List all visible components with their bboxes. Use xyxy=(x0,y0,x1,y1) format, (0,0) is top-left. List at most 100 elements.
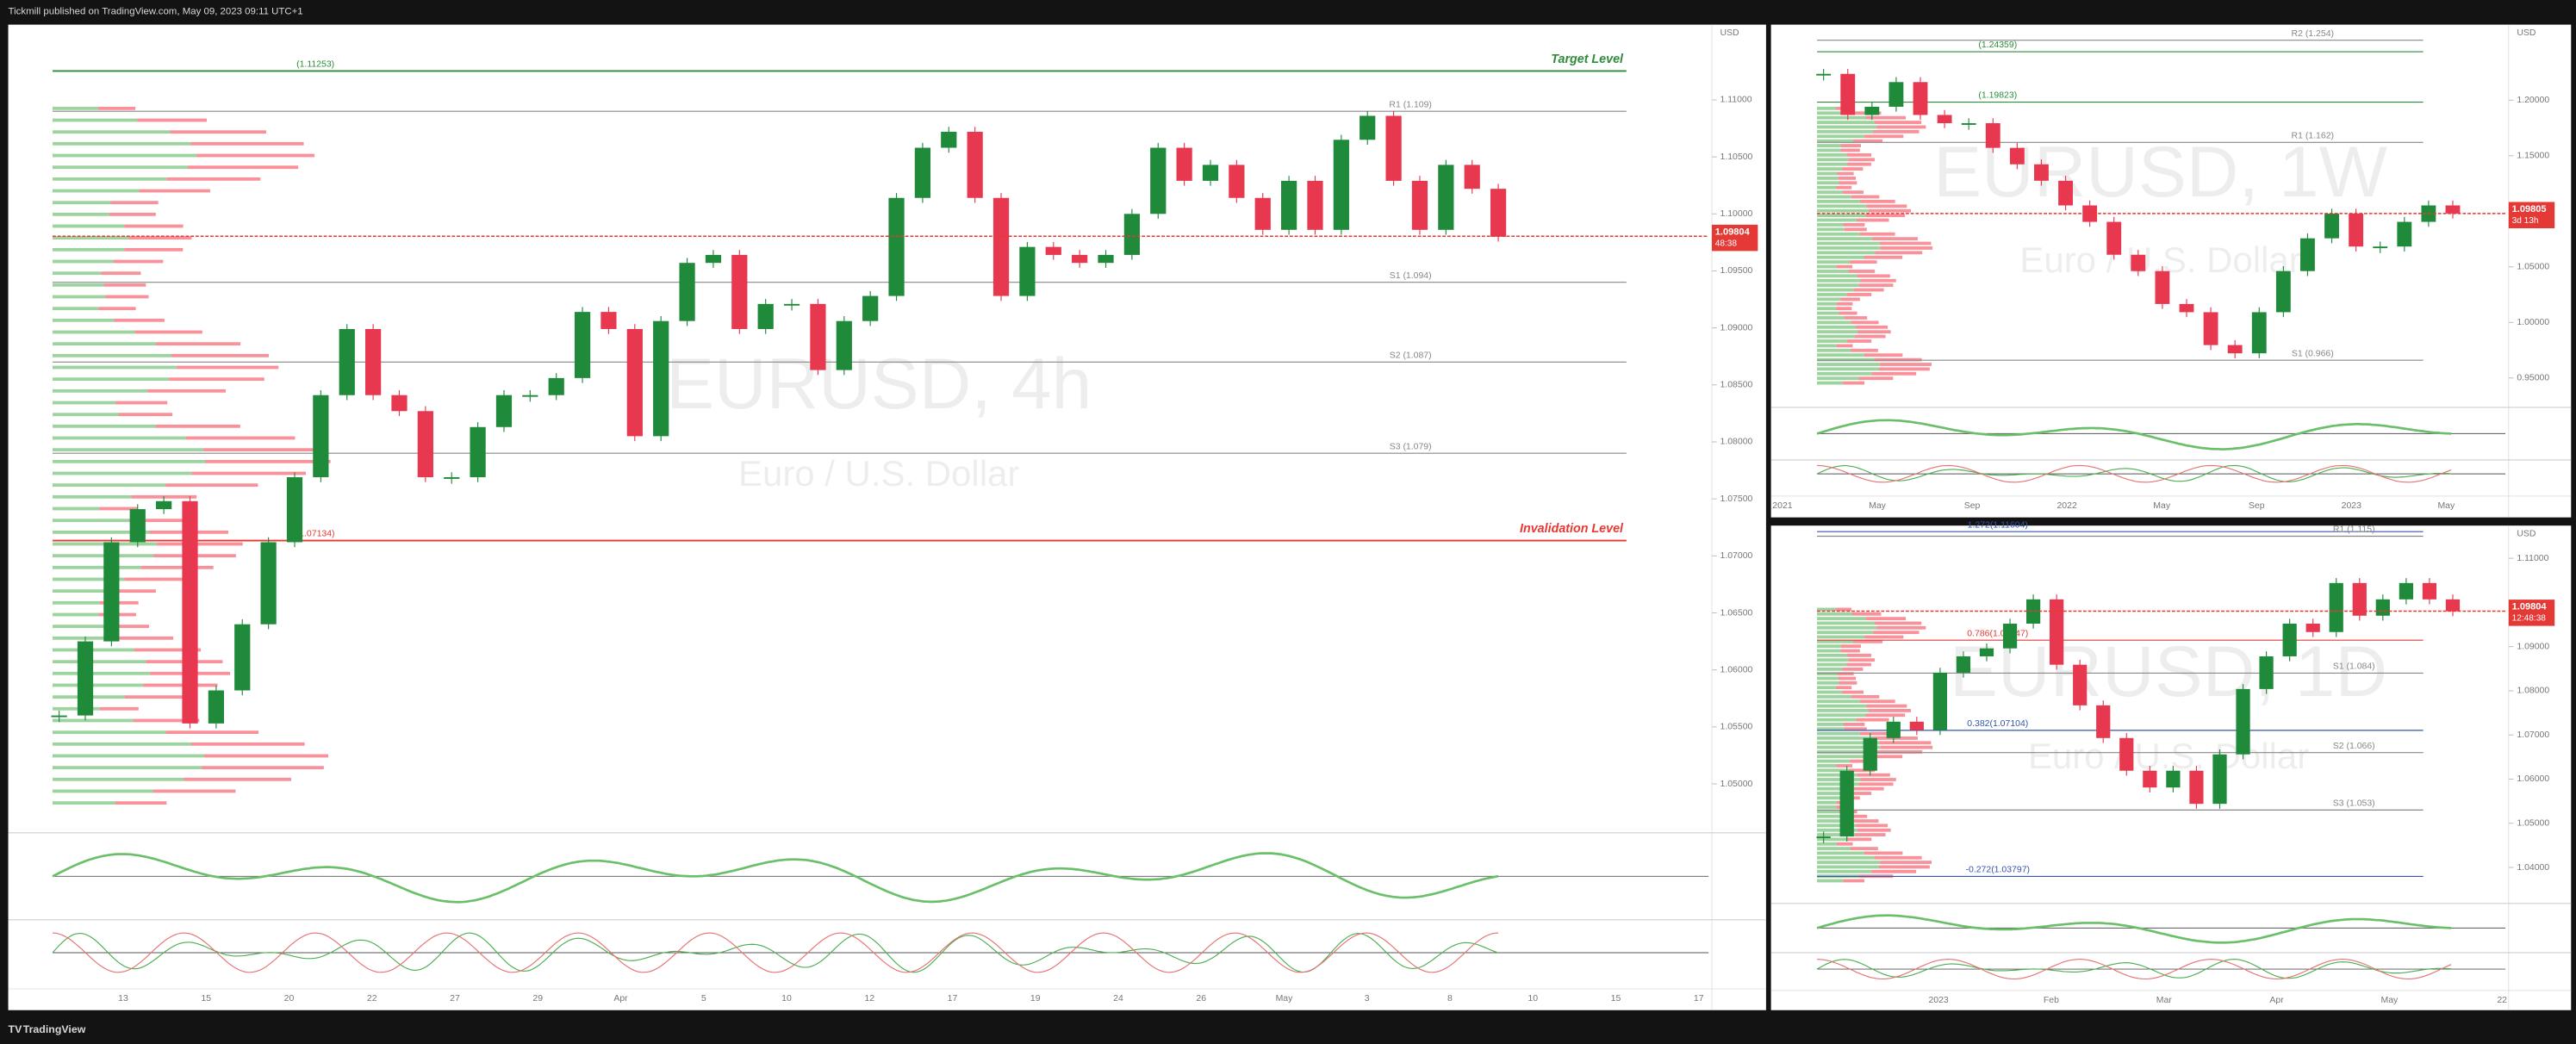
volume-profile-down xyxy=(1841,144,1861,147)
volume-profile-up xyxy=(1817,218,1857,222)
volume-profile-up xyxy=(1817,713,1866,718)
x-tick-label: 2023 xyxy=(1928,996,1948,1005)
x-tick-label: 12 xyxy=(864,994,874,1004)
watermark-symbol: EURUSD, 4h xyxy=(666,343,1092,424)
x-tick-label: May xyxy=(2437,501,2455,511)
volume-profile-down xyxy=(1880,363,1932,366)
countdown-label: 3d 13h xyxy=(2512,216,2539,226)
volume-profile-down xyxy=(103,283,146,287)
volume-profile-down xyxy=(1845,814,1868,818)
volume-profile-down xyxy=(1874,121,1922,124)
volume-profile-down xyxy=(1859,731,1895,736)
candle-body xyxy=(2025,599,2041,625)
x-tick-label: 22 xyxy=(2497,996,2507,1005)
volume-profile-up xyxy=(1817,139,1853,143)
level-label: S3 (1.053) xyxy=(2333,799,2375,809)
volume-profile-up xyxy=(53,106,98,110)
candle-body xyxy=(2179,303,2194,313)
level-label: (1.19823) xyxy=(1978,91,2017,101)
volume-profile-down xyxy=(124,224,184,228)
volume-profile-up xyxy=(1817,861,1881,865)
volume-profile-up xyxy=(1817,223,1844,227)
volume-profile-down xyxy=(1840,148,1860,152)
volume-profile-down xyxy=(1879,741,1932,745)
indicator-line xyxy=(1816,419,2452,451)
volume-profile-up xyxy=(1817,195,1851,199)
volume-profile-down xyxy=(101,271,141,276)
candle-body xyxy=(2212,754,2227,805)
volume-profile-up xyxy=(53,307,99,311)
volume-profile-down xyxy=(1846,339,1872,343)
volume-profile-down xyxy=(1880,246,1933,250)
candle-body xyxy=(234,624,251,691)
last-price-label: 1.09804 xyxy=(2512,602,2548,612)
candle-body xyxy=(1864,106,1880,115)
candle-body xyxy=(2300,238,2315,271)
volume-profile-up xyxy=(1817,828,1858,832)
volume-profile-up xyxy=(1817,185,1837,190)
volume-profile-down xyxy=(1874,855,1922,860)
x-tick-label: Apr xyxy=(613,994,628,1004)
volume-profile-up xyxy=(53,471,192,475)
volume-profile-down xyxy=(1837,171,1854,176)
candle-body xyxy=(862,295,879,321)
volume-profile-up xyxy=(53,777,184,781)
volume-profile-down xyxy=(1871,869,1917,873)
volume-profile-up xyxy=(53,165,188,170)
x-tick-label: 5 xyxy=(701,994,706,1004)
volume-profile-down xyxy=(134,330,202,334)
candle-body xyxy=(1863,737,1877,771)
candle-body xyxy=(2397,221,2412,247)
y-tick-label: 1.00000 xyxy=(2517,318,2549,327)
candle-body xyxy=(1909,721,1924,730)
volume-profile-up xyxy=(53,519,129,523)
volume-profile-up xyxy=(53,201,111,205)
x-tick-label: 10 xyxy=(1528,994,1538,1004)
volume-profile-up xyxy=(53,671,151,675)
volume-profile-up xyxy=(1817,381,1844,385)
volume-profile-up xyxy=(1817,718,1857,722)
volume-profile-down xyxy=(1838,676,1857,680)
volume-profile-down xyxy=(1853,288,1884,292)
x-tick-label: May xyxy=(1276,994,1294,1004)
volume-profile-down xyxy=(139,189,210,193)
candle-body xyxy=(1816,73,1832,76)
y-tick-label: 1.08000 xyxy=(2517,687,2549,696)
panel-frame xyxy=(1770,24,2572,518)
volume-profile-down xyxy=(1840,297,1860,301)
candle-body xyxy=(391,395,408,412)
volume-profile-up xyxy=(1817,709,1869,712)
candle-body xyxy=(548,377,564,395)
volume-profile-down xyxy=(1876,125,1926,129)
x-tick-label: 26 xyxy=(1196,994,1206,1004)
volume-profile-up xyxy=(1817,759,1851,763)
level-label: R1 (1.162) xyxy=(2292,131,2334,140)
y-tick-label: 1.10500 xyxy=(1720,152,1753,162)
candle-body xyxy=(1123,214,1140,255)
x-tick-label: 3 xyxy=(1365,994,1370,1004)
candle-body xyxy=(2259,656,2274,689)
volume-profile-down xyxy=(1875,750,1923,754)
volume-profile-down xyxy=(1842,167,1864,171)
volume-profile-up xyxy=(1817,773,1857,777)
volume-profile-up xyxy=(1817,736,1873,740)
candle-body xyxy=(1913,82,1928,115)
volume-profile-down xyxy=(137,118,208,122)
candle-body xyxy=(1888,82,1904,107)
volume-profile-down xyxy=(133,718,200,723)
volume-profile-down xyxy=(1854,334,1886,339)
volume-profile-up xyxy=(1817,106,1836,110)
candle-body xyxy=(941,132,957,148)
volume-profile-up xyxy=(1817,344,1837,348)
volume-profile-down xyxy=(1878,367,1930,371)
volume-profile-down xyxy=(1857,828,1891,832)
volume-profile-down xyxy=(1846,152,1872,157)
volume-profile-down xyxy=(1836,264,1853,269)
volume-profile-down xyxy=(1858,283,1894,288)
volume-profile-up xyxy=(1817,755,1864,759)
candle-body xyxy=(888,197,905,296)
x-tick-label: 17 xyxy=(1694,994,1704,1004)
volume-profile-down xyxy=(166,177,261,181)
volume-profile-up xyxy=(1817,792,1847,795)
